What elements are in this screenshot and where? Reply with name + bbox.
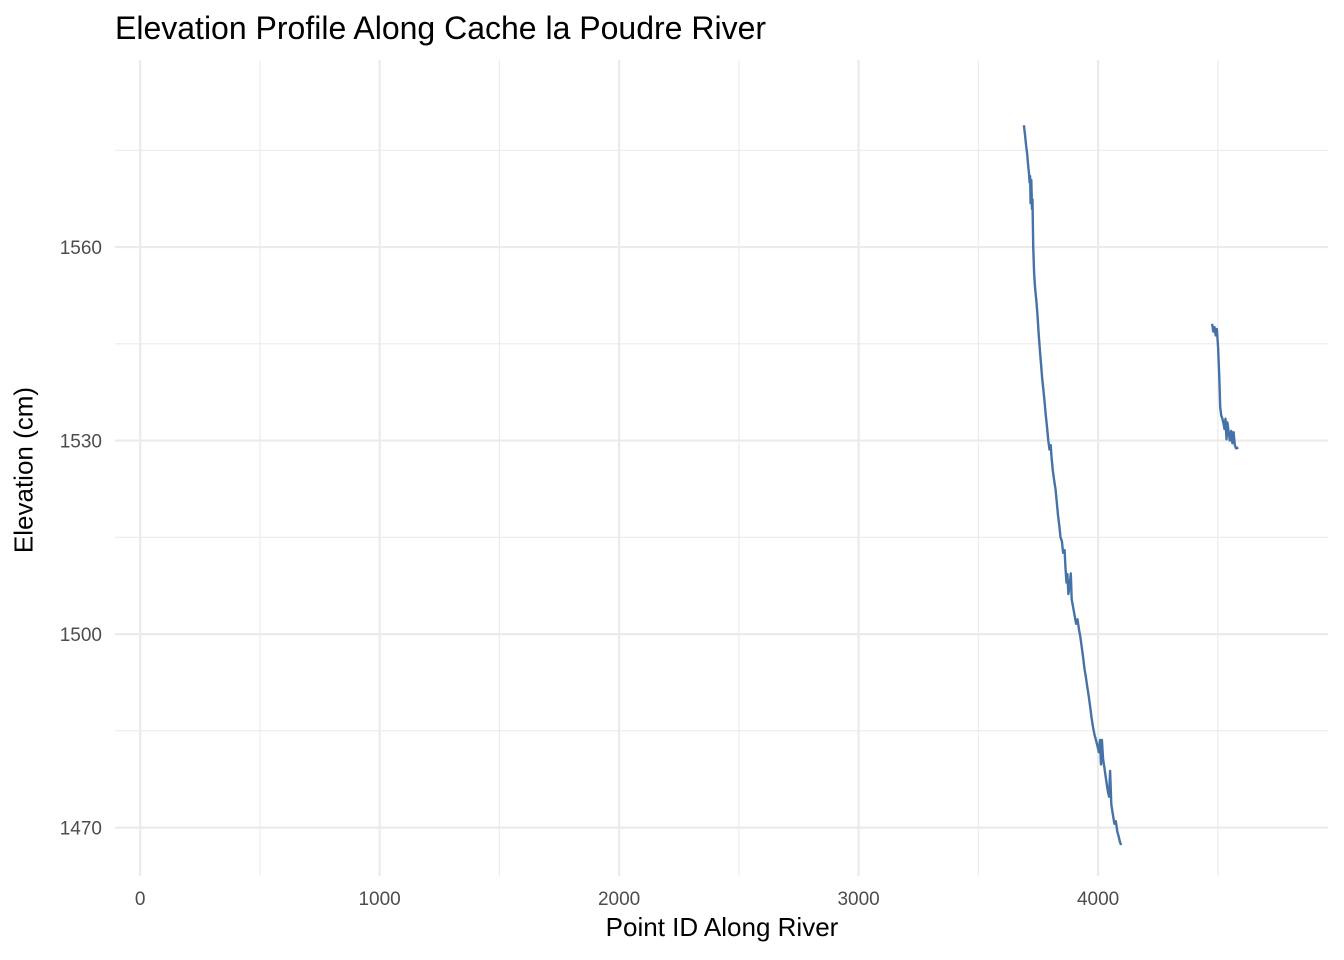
series-layer bbox=[1022, 125, 1239, 846]
y-tick-label: 1470 bbox=[60, 819, 102, 840]
y-axis-ticks: 1470 1500 1530 1560 bbox=[60, 238, 102, 840]
x-tick-label: 3000 bbox=[837, 889, 879, 910]
minor-gridlines bbox=[115, 60, 1328, 876]
x-tick-label: 0 bbox=[135, 889, 146, 910]
x-tick-label: 1000 bbox=[358, 889, 400, 910]
series-line-1 bbox=[1022, 125, 1123, 846]
major-gridlines bbox=[115, 60, 1328, 876]
x-tick-label: 2000 bbox=[598, 889, 640, 910]
y-tick-label: 1500 bbox=[60, 625, 102, 646]
series-line-2 bbox=[1210, 323, 1239, 450]
x-axis-label: Point ID Along River bbox=[605, 912, 839, 942]
x-tick-label: 4000 bbox=[1077, 889, 1119, 910]
y-tick-label: 1530 bbox=[60, 432, 102, 453]
x-axis-ticks: 0 1000 2000 3000 4000 bbox=[135, 889, 1119, 910]
y-axis-label: Elevation (cm) bbox=[8, 386, 39, 554]
y-tick-label: 1560 bbox=[60, 238, 102, 259]
chart-title: Elevation Profile Along Cache la Poudre … bbox=[115, 10, 767, 46]
